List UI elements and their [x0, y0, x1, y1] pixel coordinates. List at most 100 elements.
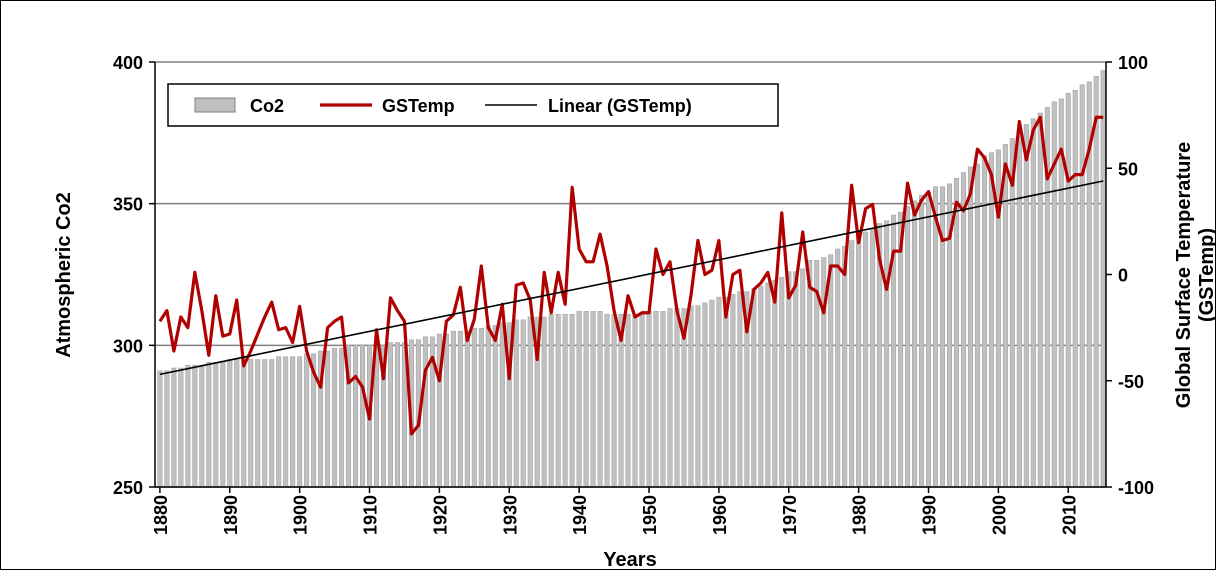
- bar: [639, 313, 645, 488]
- bar: [604, 313, 610, 488]
- x-tick-label: 2000: [989, 495, 1009, 535]
- bar: [884, 220, 890, 488]
- bar: [353, 345, 359, 488]
- bar: [751, 288, 757, 488]
- bar: [262, 359, 268, 488]
- y2-tick-label: 50: [1118, 159, 1138, 179]
- bar: [199, 364, 205, 488]
- x-tick-label: 1920: [430, 495, 450, 535]
- bar: [632, 313, 638, 488]
- bar: [653, 311, 659, 488]
- bar: [1093, 75, 1099, 488]
- bar: [919, 194, 925, 488]
- bar: [332, 347, 338, 488]
- plot-area: [149, 61, 1112, 493]
- bar: [1002, 143, 1008, 488]
- bar: [492, 325, 498, 488]
- x-tick-label: 1910: [361, 495, 381, 535]
- bar: [800, 268, 806, 488]
- bar: [688, 305, 694, 488]
- bar: [583, 311, 589, 488]
- bar: [674, 308, 680, 488]
- x-tick-label: 1960: [710, 495, 730, 535]
- y2-tick-label: -100: [1118, 478, 1154, 498]
- bar: [953, 177, 959, 488]
- bar: [870, 228, 876, 488]
- bar: [765, 282, 771, 488]
- legend-label: Co2: [250, 96, 284, 116]
- y-tick-label: 350: [113, 195, 143, 215]
- bar: [1037, 112, 1043, 488]
- bar: [723, 296, 729, 488]
- bar: [269, 359, 275, 488]
- bar: [1009, 138, 1015, 488]
- bar: [387, 342, 394, 488]
- bar: [464, 330, 470, 488]
- bar: [471, 328, 477, 488]
- bar: [590, 311, 596, 488]
- bar: [171, 367, 177, 488]
- bar: [912, 200, 918, 488]
- bar: [597, 311, 603, 488]
- bar: [255, 359, 261, 488]
- bar: [974, 163, 980, 488]
- bar: [856, 234, 862, 488]
- bar: [1016, 129, 1022, 488]
- bar: [178, 367, 184, 488]
- legend-label: GSTemp: [382, 96, 455, 116]
- y2-axis-title: (GSTemp): [1196, 228, 1216, 322]
- bar: [478, 328, 484, 488]
- bar: [499, 322, 505, 488]
- bar: [192, 364, 198, 488]
- x-tick-label: 1950: [640, 495, 660, 535]
- bar: [967, 166, 973, 488]
- x-tick-label: 1880: [151, 495, 171, 535]
- bar: [443, 333, 449, 488]
- bar: [562, 313, 568, 488]
- bar: [569, 313, 575, 488]
- bar: [485, 325, 491, 488]
- trend-line: [159, 180, 1104, 376]
- y2-tick-label: 100: [1118, 53, 1148, 73]
- bar: [157, 370, 163, 488]
- bar: [325, 350, 331, 488]
- bar: [932, 186, 939, 488]
- line-series: [158, 115, 1104, 436]
- bar: [849, 240, 855, 488]
- y2-tick-label: 0: [1118, 266, 1128, 286]
- bar: [339, 347, 345, 488]
- bar: [276, 356, 282, 488]
- x-tick-label: 1990: [920, 495, 940, 535]
- bar: [297, 356, 303, 488]
- bar: [793, 271, 799, 488]
- bar: [730, 294, 736, 488]
- bar: [960, 172, 966, 488]
- bar: [625, 313, 631, 488]
- bar: [555, 313, 561, 488]
- bar: [248, 359, 254, 488]
- bar: [541, 316, 547, 488]
- bar: [786, 271, 792, 488]
- bar: [227, 359, 233, 488]
- x-tick-label: 1940: [570, 495, 590, 535]
- bar: [842, 245, 848, 488]
- bar: [360, 345, 366, 488]
- bar: [520, 319, 526, 488]
- bar: [283, 356, 289, 488]
- legend: Co2 GSTemp Linear (GSTemp): [167, 83, 779, 127]
- legend-box: [167, 83, 779, 127]
- bar: [695, 305, 701, 488]
- bar: [646, 311, 652, 488]
- bar: [758, 285, 764, 488]
- x-tick-label: 1900: [291, 495, 311, 535]
- bar: [394, 342, 400, 488]
- bar: [241, 359, 247, 488]
- bar: [206, 362, 212, 488]
- bar: [898, 211, 904, 488]
- y-tick-label: 250: [113, 478, 143, 498]
- y-tick-label: 400: [113, 53, 143, 73]
- x-tick-label: 1970: [780, 495, 800, 535]
- bar: [234, 359, 240, 488]
- legend-label: Linear (GSTemp): [548, 96, 692, 116]
